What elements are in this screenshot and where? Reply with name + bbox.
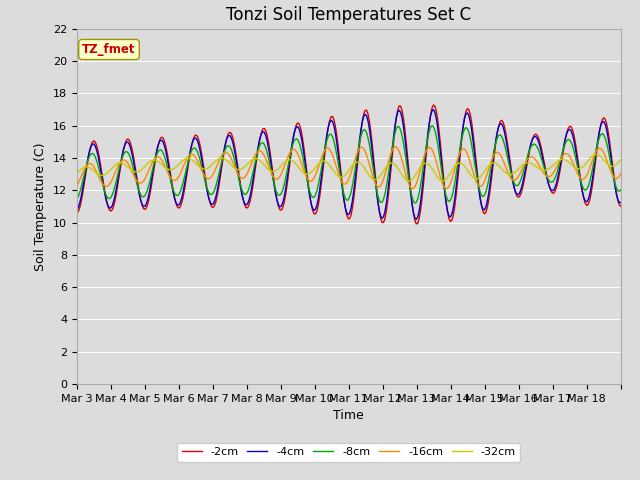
-4cm: [412, 216, 420, 222]
Legend: -2cm, -4cm, -8cm, -16cm, -32cm: -2cm, -4cm, -8cm, -16cm, -32cm: [177, 443, 520, 462]
-16cm: [108, 177, 116, 182]
-16cm: [73, 183, 81, 189]
-32cm: [353, 159, 360, 165]
-2cm: [108, 207, 116, 213]
Line: -16cm: -16cm: [77, 147, 621, 189]
-4cm: [545, 180, 552, 186]
-2cm: [73, 210, 81, 216]
-8cm: [463, 126, 471, 132]
-16cm: [391, 144, 399, 150]
Y-axis label: Soil Temperature (C): Soil Temperature (C): [35, 142, 47, 271]
-2cm: [353, 170, 360, 176]
-32cm: [73, 171, 81, 177]
-8cm: [411, 200, 419, 206]
Text: TZ_fmet: TZ_fmet: [82, 43, 136, 56]
Line: -4cm: -4cm: [77, 109, 621, 219]
-8cm: [545, 177, 552, 182]
-8cm: [108, 192, 116, 198]
-8cm: [92, 154, 99, 160]
Line: -2cm: -2cm: [77, 105, 621, 224]
-16cm: [463, 151, 471, 157]
-32cm: [462, 165, 470, 171]
-2cm: [463, 106, 471, 111]
-4cm: [73, 207, 81, 213]
Line: -32cm: -32cm: [77, 155, 621, 181]
-4cm: [463, 110, 471, 116]
-8cm: [428, 123, 436, 129]
-16cm: [617, 170, 625, 176]
-16cm: [353, 152, 360, 157]
Line: -8cm: -8cm: [77, 126, 621, 203]
-32cm: [92, 169, 99, 175]
-32cm: [616, 158, 623, 164]
-4cm: [353, 163, 360, 169]
-16cm: [442, 186, 450, 192]
-16cm: [545, 174, 552, 180]
-2cm: [412, 221, 420, 227]
-4cm: [92, 143, 99, 149]
Title: Tonzi Soil Temperatures Set C: Tonzi Soil Temperatures Set C: [226, 6, 472, 24]
-8cm: [353, 157, 360, 163]
-2cm: [616, 202, 623, 208]
-16cm: [616, 173, 623, 179]
-2cm: [92, 139, 99, 145]
-32cm: [543, 167, 551, 172]
-2cm: [617, 204, 625, 209]
-4cm: [108, 203, 116, 208]
-4cm: [429, 107, 437, 112]
-4cm: [617, 200, 625, 205]
-8cm: [616, 188, 623, 194]
-2cm: [429, 102, 437, 108]
-32cm: [405, 178, 413, 184]
-32cm: [593, 152, 600, 157]
-32cm: [108, 165, 116, 171]
-2cm: [545, 180, 552, 186]
-4cm: [616, 200, 623, 205]
-8cm: [73, 196, 81, 202]
X-axis label: Time: Time: [333, 409, 364, 422]
-32cm: [617, 156, 625, 162]
-16cm: [92, 167, 99, 172]
-8cm: [617, 187, 625, 192]
